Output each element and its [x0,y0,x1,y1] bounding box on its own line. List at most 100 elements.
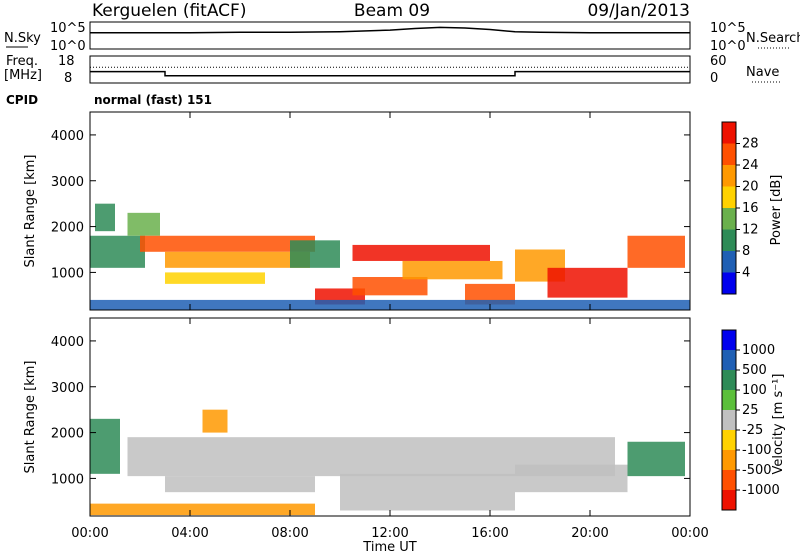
scatter-cell [140,235,315,252]
colorbar-swatch [722,330,736,350]
colorbar-swatch [722,165,736,187]
colorbar-tick-label: -100 [742,443,772,458]
x-tick-label: 00:00 [671,526,708,541]
colorbar-swatch [722,410,736,430]
colorbar-tick-label: 28 [742,137,759,152]
colorbar-tick-label: 1000 [742,343,775,358]
scatter-cell [165,476,315,493]
colorbar-tick-label: 4 [742,266,750,281]
colorbar-tick-label: 20 [742,180,759,195]
y-tick-label: 1000 [51,472,84,487]
velocity-ylabel: Slant Range [km] [23,361,38,474]
freq-unit-label: [MHz] [4,68,42,83]
nave-label: Nave [746,65,779,80]
colorbar-swatch [722,370,736,390]
power-ylabel: Slant Range [km] [23,155,38,268]
colorbar-tick-label: 25 [742,403,759,418]
colorbar-swatch [722,450,736,470]
x-axis-label: Time UT [362,540,416,554]
station-title: Kerguelen (fitACF) [92,1,246,21]
x-tick-label: 08:00 [271,526,308,541]
cpid-label: CPID [6,93,38,107]
velocity-colorbar-label: Velocity [m s⁻¹] [771,374,786,475]
nave-tick-bottom: 0 [710,71,718,86]
colorbar-tick-label: -1000 [742,483,780,498]
colorbar-swatch [722,229,736,251]
freq-label: Freq. [6,54,38,69]
scatter-cell [95,203,115,232]
velocity-colorbar: 1000 500 100 25 -25 -100 -500 -1000 [721,329,780,511]
colorbar-swatch [722,390,736,410]
scatter-cell [547,267,628,298]
colorbar-tick-label: 12 [742,223,759,238]
scatter-cell [352,244,490,261]
colorbar-swatch [722,272,736,294]
scatter-cell [90,235,145,268]
freq-tick-bottom: 8 [64,71,72,86]
x-tick-label: 04:00 [171,526,208,541]
colorbar-swatch [722,490,736,510]
velocity-scatter [90,409,685,516]
colorbar-swatch [722,350,736,370]
y-tick-label: 2000 [51,427,84,442]
n-sky-label: N.Sky [4,31,41,46]
scatter-cell [90,503,315,516]
y-tick-label: 2000 [51,221,84,236]
colorbar-swatch [722,251,736,273]
cpid-value: normal (fast) 151 [94,93,212,107]
scatter-cell [290,240,340,268]
colorbar-swatch [722,208,736,230]
scatter-cell [465,283,515,305]
date-title: 09/Jan/2013 [587,1,690,21]
y-tick-label: 4000 [51,335,84,350]
freq-tick-top: 18 [58,54,75,69]
scatter-cell [202,409,228,433]
power-scatter [90,203,690,310]
scatter-cell [627,441,685,477]
colorbar-swatch [722,430,736,450]
velocity-panel: 4000 3000 2000 1000 Slant Range [km] 1000 50… [23,317,786,517]
power-panel: 4000 3000 2000 1000 Slant Range [km] 28 24 20… [23,111,784,311]
n-sky-line [90,26,690,34]
colorbar-swatch [722,470,736,490]
n-search-label: N.Search [746,31,800,46]
colorbar-tick-label: 8 [742,244,750,259]
power-colorbar-label: Power [dB] [769,175,784,246]
n-search-tick-bottom: 10^0 [710,39,746,54]
y-tick-label: 3000 [51,175,84,190]
n-sky-tick-bottom: 10^0 [50,39,86,54]
scatter-cell [515,464,628,493]
colorbar-tick-label: 100 [742,383,767,398]
n-search-tick-top: 10^5 [710,21,746,36]
y-tick-label: 4000 [51,129,84,144]
noise-panel: N.Sky 10^5 10^0 10^5 10^0 N.Search [4,21,800,54]
colorbar-tick-label: -25 [742,423,763,438]
beam-title: Beam 09 [354,1,430,21]
colorbar-swatch [722,122,736,144]
scatter-cell [90,418,120,474]
scatter-cell [402,260,503,280]
scatter-cell [165,272,265,284]
colorbar-swatch [722,186,736,208]
freq-line [90,70,690,77]
x-tick-label: 00:00 [71,526,108,541]
x-tick-label: 16:00 [471,526,508,541]
colorbar-swatch [722,143,736,165]
colorbar-tick-label: -500 [742,463,772,478]
power-colorbar: 28 24 20 16 12 8 4 [721,121,759,295]
colorbar-tick-label: 24 [742,158,759,173]
y-tick-label: 3000 [51,381,84,396]
colorbar-tick-label: 16 [742,201,759,216]
y-tick-label: 1000 [51,266,84,281]
scatter-cell [627,235,685,268]
x-axis: 00:00 04:00 08:00 12:00 16:00 20:00 00:00 [71,112,709,541]
scatter-cell [165,251,310,268]
nave-tick-top: 60 [710,54,727,69]
frequency-panel: Freq. [MHz] 18 8 60 0 Nave [4,54,780,86]
scatter-cell [127,212,160,236]
scatter-cell [352,277,428,296]
n-sky-tick-top: 10^5 [50,21,86,36]
scatter-cell [340,473,515,511]
x-tick-label: 12:00 [371,526,408,541]
